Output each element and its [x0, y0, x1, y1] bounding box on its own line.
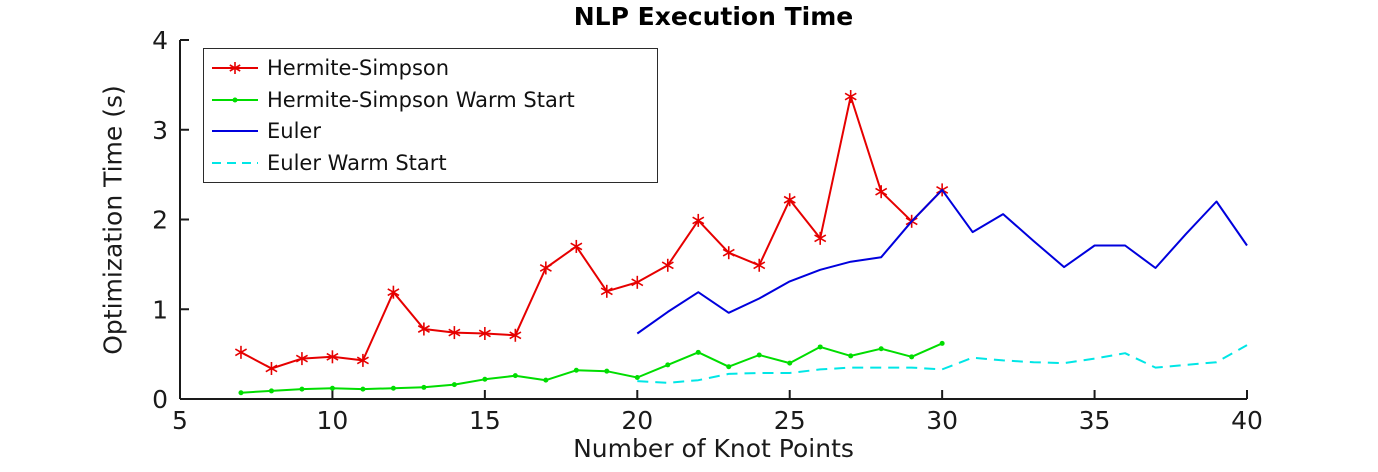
y-tick-label: 1: [152, 295, 168, 324]
y-tick-label: 4: [152, 26, 168, 55]
series-line-hermite-simpson-warm-start: [238, 340, 945, 396]
x-tick-label: 15: [469, 406, 501, 435]
y-axis-label: Optimization Time (s): [98, 85, 128, 355]
x-tick-label: 40: [1231, 406, 1263, 435]
legend-item-hermite-simpson: Hermite-Simpson: [211, 56, 657, 80]
series-line-euler-warm-start: [637, 344, 1248, 384]
x-tick-label: 5: [172, 406, 188, 435]
legend-line-sample-icon: [212, 162, 258, 165]
series-line-hermite-simpson: [234, 90, 949, 375]
x-tick-label: 10: [317, 406, 349, 435]
y-tick-label: 0: [152, 385, 168, 414]
chart-title: NLP Execution Time: [573, 2, 854, 31]
legend-item-hermite-simpson-warm-start: Hermite-Simpson Warm Start: [211, 88, 657, 112]
axes: 5 10 15 20 25 30 35 40 0 1 2 3 4: [152, 26, 1263, 435]
legend-line-sample-icon: [212, 61, 258, 74]
legend-item-euler: Euler: [211, 119, 657, 143]
legend-item-euler-warm-start: Euler Warm Start: [211, 151, 657, 175]
x-tick-label: 35: [1079, 406, 1111, 435]
legend-label: Hermite-Simpson: [267, 55, 450, 80]
legend-line-sample-icon: [212, 97, 258, 103]
legend-label: Euler Warm Start: [267, 151, 447, 176]
x-tick-label: 20: [621, 406, 653, 435]
legend: Hermite-Simpson Hermite-Simpson Warm Sta…: [203, 48, 658, 183]
legend-line-sample-icon: [212, 130, 258, 133]
y-tick-label: 3: [152, 116, 168, 145]
x-tick-label: 25: [774, 406, 806, 435]
y-tick-label: 2: [152, 206, 168, 235]
legend-label: Hermite-Simpson Warm Start: [267, 87, 575, 112]
legend-label: Euler: [267, 119, 321, 144]
series-line-euler: [636, 188, 1248, 335]
x-axis-label: Number of Knot Points: [573, 434, 854, 463]
x-tick-label: 30: [926, 406, 958, 435]
